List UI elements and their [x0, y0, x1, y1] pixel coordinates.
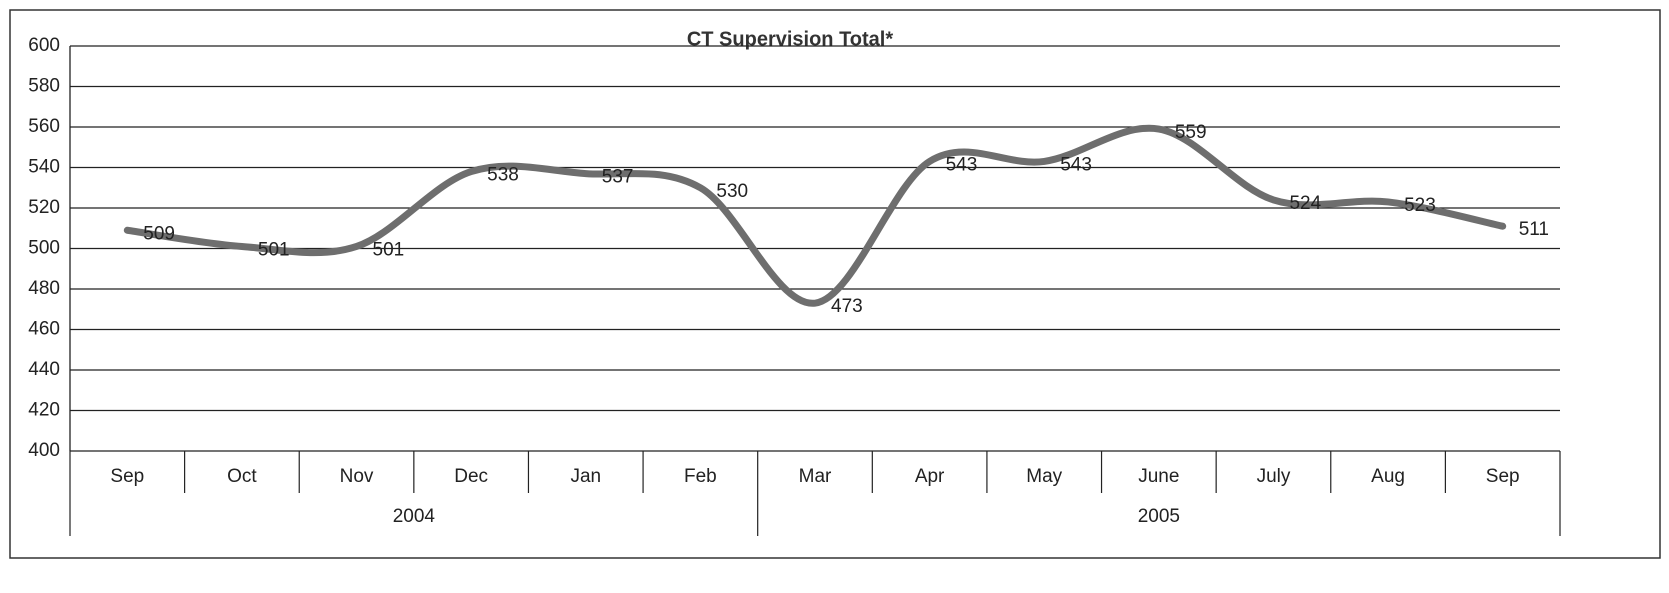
x-tick-label: Aug: [1371, 466, 1405, 487]
x-tick-label: Sep: [1486, 466, 1520, 487]
y-tick-label: 560: [28, 116, 60, 137]
y-tick-label: 500: [28, 238, 60, 259]
y-tick-label: 440: [28, 359, 60, 380]
y-tick-label: 420: [28, 400, 60, 421]
group-label: 2004: [393, 506, 436, 527]
x-tick-label: May: [1026, 466, 1062, 487]
x-tick-label: Sep: [110, 466, 144, 487]
data-label: 501: [258, 239, 290, 260]
y-tick-label: 400: [28, 440, 60, 461]
y-tick-label: 580: [28, 76, 60, 97]
data-label: 543: [946, 154, 978, 175]
y-tick-label: 540: [28, 157, 60, 178]
data-label: 473: [831, 296, 863, 317]
x-tick-label: Dec: [454, 466, 488, 487]
y-tick-label: 460: [28, 319, 60, 340]
x-tick-label: Oct: [227, 466, 257, 487]
data-label: 537: [602, 167, 634, 188]
data-label: 559: [1175, 122, 1207, 143]
data-label: 523: [1404, 195, 1436, 216]
chart-title: CT Supervision Total*: [687, 28, 894, 50]
y-tick-label: 480: [28, 278, 60, 299]
x-tick-label: Nov: [340, 466, 374, 487]
data-label: 538: [487, 165, 519, 186]
data-label: 501: [373, 239, 405, 260]
x-tick-label: Feb: [684, 466, 717, 487]
data-label: 511: [1519, 219, 1549, 240]
data-label: 524: [1289, 193, 1321, 214]
data-label: 509: [143, 223, 175, 244]
data-line: [123, 124, 1507, 307]
data-label: 530: [716, 181, 748, 202]
chart-frame: [9, 9, 1661, 559]
x-tick-label: Mar: [799, 466, 832, 487]
y-tick-label: 520: [28, 197, 60, 218]
x-tick-label: July: [1257, 466, 1291, 487]
group-label: 2005: [1138, 506, 1180, 527]
x-tick-label: Jan: [570, 466, 601, 487]
x-tick-label: Apr: [915, 466, 945, 487]
data-label: 543: [1060, 154, 1092, 175]
y-tick-label: 600: [28, 35, 60, 56]
x-tick-label: June: [1138, 466, 1179, 487]
